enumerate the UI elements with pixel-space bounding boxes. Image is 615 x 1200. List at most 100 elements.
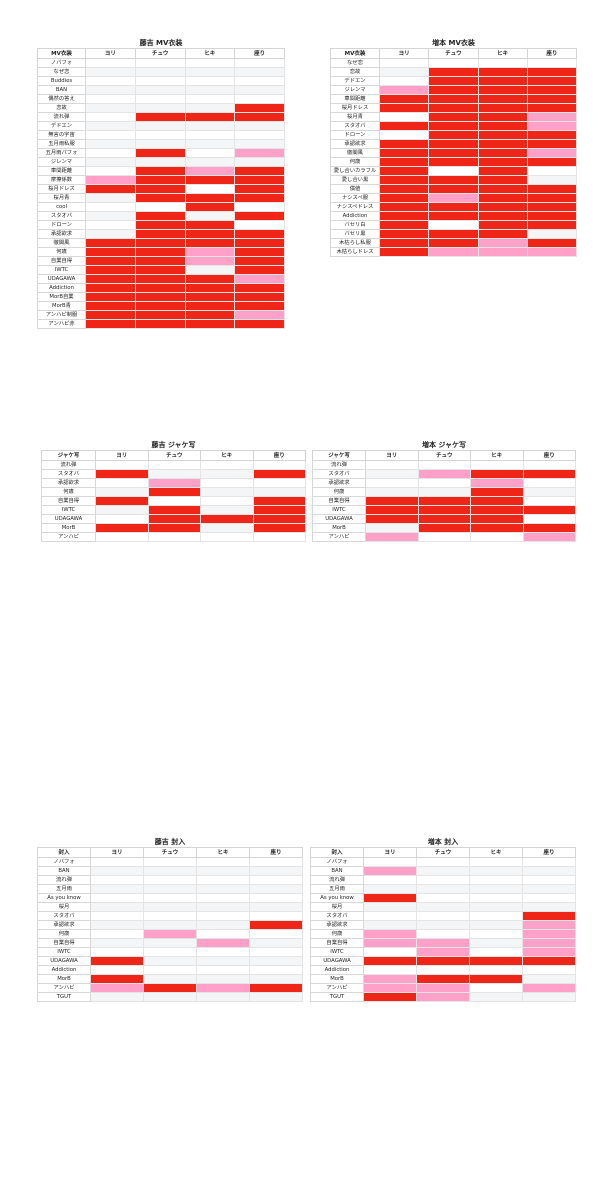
cell-light [522,532,576,542]
cell-strong [526,202,578,212]
cell-strong [477,139,528,149]
table-row: 承認欲求 [37,920,303,930]
cell-empty [184,148,236,158]
header-category: ジャケ写 [312,450,366,461]
header-column: ヒキ [469,847,523,858]
cell-empty [417,460,471,470]
cell-empty [200,478,254,488]
row-label: デドエン [37,121,86,131]
row-label: MorB [312,523,366,533]
cell-strong [477,229,528,239]
cell-empty [365,478,419,488]
cell-strong [428,157,479,167]
cell-light [363,983,417,993]
table-row: 何歳 [312,487,576,497]
cell-empty [249,956,303,966]
cell-empty [365,460,419,470]
row-label: 承認欲求 [37,229,86,239]
cell-empty [85,139,136,149]
cell-strong [470,496,524,506]
row-label: アンハピ赤 [37,319,86,329]
cell-strong [184,220,236,230]
cell-empty [469,920,523,930]
table-row: IWTC [41,505,306,515]
row-label: UDAGAWA [41,514,96,524]
cell-empty [184,76,236,86]
table-row: 無言の宇宙 [37,130,285,140]
row-label: 流れ弾 [37,112,86,122]
cell-empty [234,121,285,131]
cell-strong [469,956,523,966]
cell-empty [469,929,523,939]
cell-light [363,929,417,939]
row-label: 償値 [330,184,380,194]
cell-strong [526,103,578,113]
row-label: スタオバ [41,469,96,479]
cell-strong [95,469,149,479]
cell-empty [522,974,576,984]
header-column: ヨリ [365,450,419,461]
row-label: 流れ弾 [310,875,364,885]
row-label: TGUT [310,992,364,1002]
cell-empty [249,884,303,894]
table-row: As you know [310,893,576,903]
table-row: IWTC [310,947,576,957]
cell-empty [469,884,523,894]
cell-light [416,938,470,948]
cell-empty [522,902,576,912]
cell-light [234,148,285,158]
table-row: 五月雨 [37,884,303,894]
cell-light [526,112,578,122]
table-row: 何歳 [37,929,303,939]
row-label: IWTC [310,947,364,957]
row-label: MorB [41,523,96,533]
cell-empty [234,130,285,140]
cell-empty [200,487,254,497]
cell-empty [522,514,576,524]
cell-strong [526,193,578,203]
cell-empty [365,469,419,479]
row-label: アンハピ [312,532,366,542]
cell-empty [95,514,149,524]
cell-empty [252,532,306,542]
cell-empty [200,496,254,506]
table-row: BAN [37,866,303,876]
table-row: 徹閣風 [37,238,285,248]
cell-light [522,983,576,993]
table-row: As you know [37,893,303,903]
panel-title: 増本 ジャケ写 [421,441,467,449]
cell-empty [234,220,285,230]
cell-light [416,992,470,1002]
row-label: ナシスペドレス [330,202,380,212]
row-label: 何歳 [37,247,86,257]
cell-empty [249,893,303,903]
cell-empty [365,523,419,533]
cell-strong [134,112,186,122]
table-row: 偶然の答え [37,94,285,104]
cell-strong [477,67,528,77]
table-row: IWTC [37,265,285,275]
row-label: ドローン [330,130,380,140]
cell-empty [184,130,236,140]
table-row: 流れ弾 [41,460,306,470]
table-row: アンハピ [312,532,576,542]
row-label: 流れ弾 [41,460,96,470]
cell-light [85,175,136,185]
table-row: MorB [37,974,303,984]
cell-empty [234,202,285,212]
cell-empty [363,911,417,921]
cell-empty [416,893,470,903]
table-row: MorB [41,523,306,533]
cell-empty [85,229,136,239]
table-row: ドローン [37,220,285,230]
cell-strong [477,112,528,122]
cell-light [147,478,201,488]
row-label: IWTC [41,505,96,515]
cell-empty [469,866,523,876]
cell-strong [184,175,236,185]
row-label: 愛し合いカラフル [330,166,380,176]
header-column: ヨリ [90,847,144,858]
table-row: スタオバ [312,469,576,479]
row-label: バセリ白 [330,220,380,230]
cell-empty [134,103,186,113]
